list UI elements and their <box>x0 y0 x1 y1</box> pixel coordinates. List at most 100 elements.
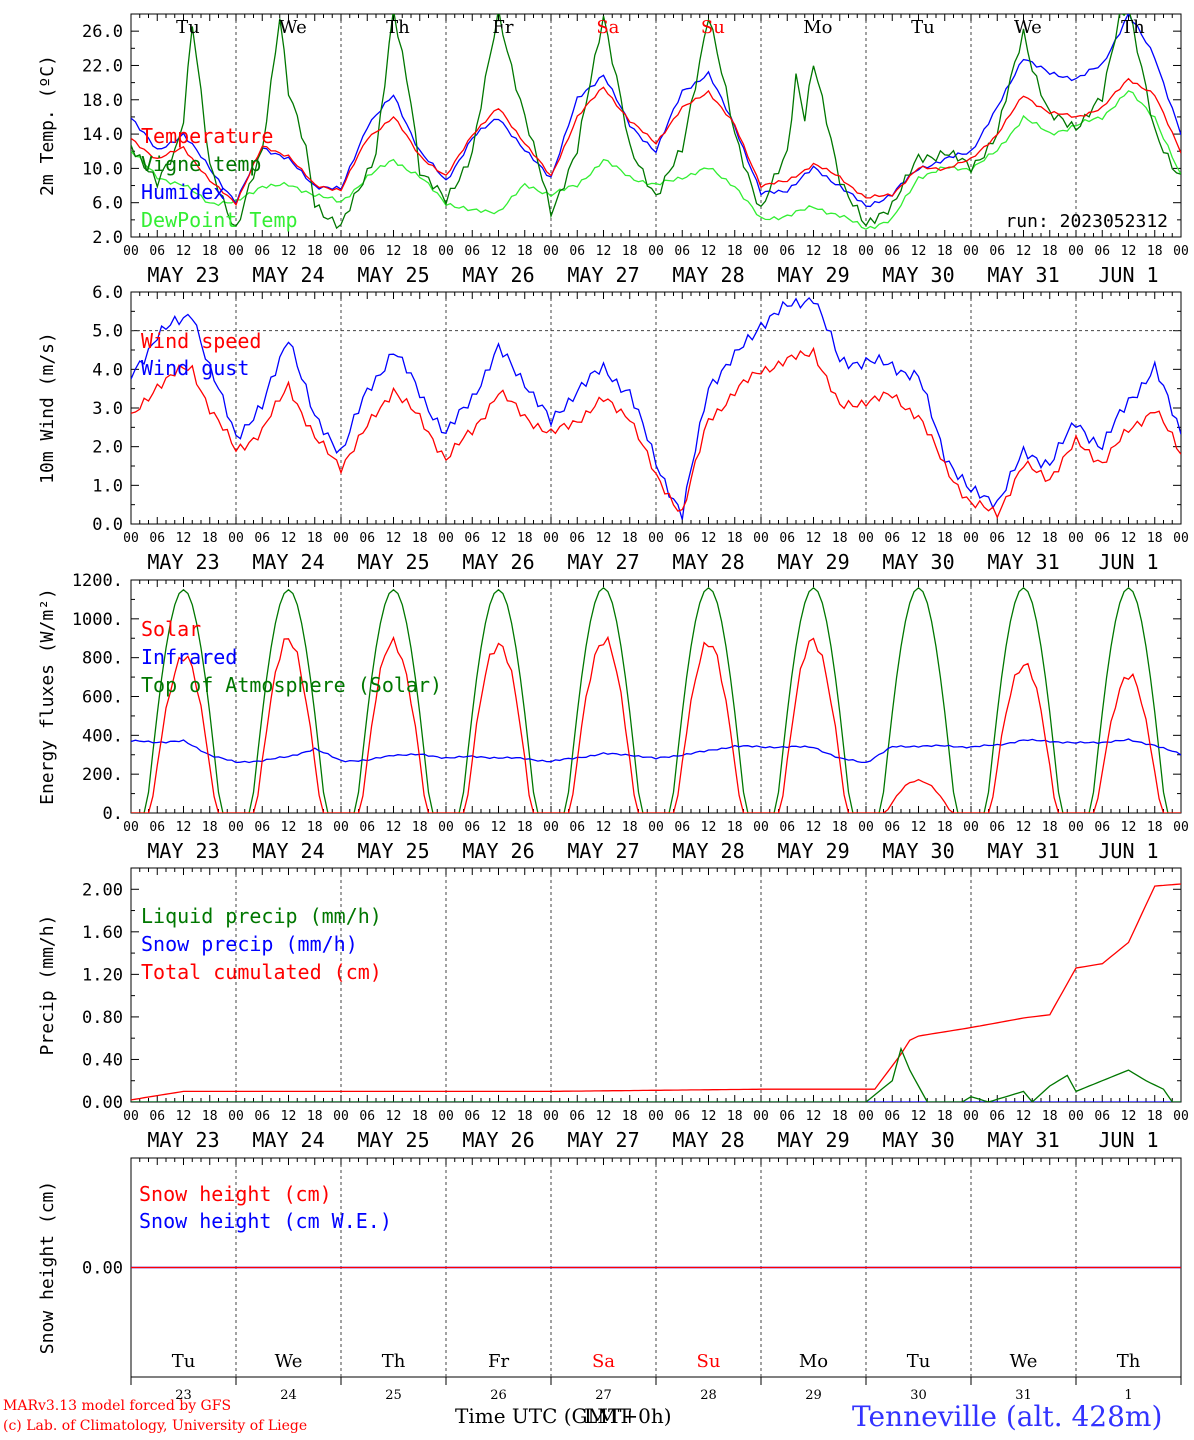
series-line-wind-speed <box>131 346 1181 519</box>
panel-precip: 0.00 0.40 0.80 1.20 1.60 2.00 Precip (mm/h) Liq… <box>37 867 1189 1152</box>
date-label: MAY 30 <box>882 1128 954 1152</box>
hour-tick-label: 12 <box>176 1109 192 1124</box>
legend-entry: Wind speed <box>141 329 261 353</box>
y-tick-label: 2.0 <box>92 438 123 458</box>
hour-tick-label: 00 <box>543 531 559 546</box>
hour-tick-label: 06 <box>254 820 270 835</box>
y-tick-label: 1.60 <box>82 923 123 943</box>
hour-tick-label: 00 <box>438 1109 454 1124</box>
hour-tick-label: 06 <box>779 244 795 259</box>
day-of-week-label: Su <box>701 17 725 38</box>
hour-tick-label: 00 <box>438 820 454 835</box>
hour-tick-label: 18 <box>937 820 953 835</box>
y-tick-label: 10.0 <box>82 159 123 179</box>
date-label: MAY 29 <box>777 1128 849 1152</box>
hour-tick-label: 12 <box>176 820 192 835</box>
hour-tick-label: 12 <box>1121 531 1137 546</box>
hour-tick-label: 00 <box>123 1109 139 1124</box>
series-line-vigne-temp <box>131 14 1181 230</box>
hour-tick-label: 06 <box>569 1109 585 1124</box>
hour-tick-label: 06 <box>464 1109 480 1124</box>
legend-entry: Snow precip (mm/h) <box>141 932 358 956</box>
hour-tick-label: 06 <box>884 531 900 546</box>
date-label: MAY 24 <box>252 550 324 574</box>
hour-tick-label: 18 <box>1147 531 1163 546</box>
day-of-week-label: Sa <box>596 17 619 38</box>
day-number-label: 26 <box>490 1388 507 1403</box>
date-label: MAY 25 <box>357 1128 429 1152</box>
series-line-solar <box>131 635 1181 813</box>
hour-tick-label: 12 <box>806 244 822 259</box>
date-label: MAY 31 <box>987 839 1059 863</box>
hour-tick-label: 18 <box>832 531 848 546</box>
day-of-week-label: Th <box>382 1351 406 1372</box>
y-axis-label: Energy fluxes (W/m²) <box>37 588 58 805</box>
date-label: MAY 23 <box>147 550 219 574</box>
hour-tick-label: 06 <box>464 244 480 259</box>
legend-entry: Temperature <box>141 124 273 148</box>
hour-tick-label: 06 <box>1094 244 1110 259</box>
hour-tick-label: 12 <box>701 244 717 259</box>
hour-tick-label: 12 <box>491 820 507 835</box>
hour-tick-label: 06 <box>569 244 585 259</box>
panel-wind: 0.0 1.0 2.0 3.0 4.0 5.0 6.0 10m Wind (m/s) Wind … <box>37 283 1189 574</box>
panel-snow: 0.00 Snow height (cm) Snow height (cm) Snow… <box>37 1157 1182 1403</box>
hour-tick-label: 18 <box>832 1109 848 1124</box>
legend-entry: Top of Atmosphere (Solar) <box>141 673 442 697</box>
hour-tick-label: 18 <box>307 244 323 259</box>
hour-tick-label: 12 <box>701 1109 717 1124</box>
hour-tick-label: 06 <box>1094 820 1110 835</box>
day-number-label: 28 <box>700 1388 717 1403</box>
date-label: JUN 1 <box>1098 1128 1158 1152</box>
y-tick-label: 18.0 <box>82 91 123 111</box>
hour-tick-label: 18 <box>832 244 848 259</box>
hour-tick-label: 00 <box>1173 244 1189 259</box>
hour-tick-label: 06 <box>989 1109 1005 1124</box>
hour-tick-label: 00 <box>648 820 664 835</box>
hour-tick-label: 18 <box>202 820 218 835</box>
y-axis-label: Snow height (cm) <box>37 1181 58 1354</box>
date-label: MAY 31 <box>987 1128 1059 1152</box>
hour-tick-label: 18 <box>412 1109 428 1124</box>
hour-tick-label: 00 <box>123 820 139 835</box>
hour-tick-label: 12 <box>806 1109 822 1124</box>
hour-tick-label: 00 <box>543 1109 559 1124</box>
hour-tick-label: 06 <box>884 820 900 835</box>
hour-tick-label: 12 <box>911 1109 927 1124</box>
hour-tick-label: 12 <box>281 1109 297 1124</box>
hour-tick-label: 06 <box>674 244 690 259</box>
hour-tick-label: 06 <box>674 531 690 546</box>
hour-tick-label: 12 <box>386 820 402 835</box>
hour-tick-label: 18 <box>517 531 533 546</box>
hour-tick-label: 12 <box>281 531 297 546</box>
date-label: MAY 24 <box>252 263 324 287</box>
time-axis-label-overlay: LMT <box>584 1404 632 1428</box>
hour-tick-label: 06 <box>674 1109 690 1124</box>
day-number-label: 29 <box>805 1388 822 1403</box>
hour-tick-label: 00 <box>228 1109 244 1124</box>
hour-tick-label: 06 <box>254 244 270 259</box>
day-of-week-label: We <box>1014 17 1042 38</box>
date-label: MAY 25 <box>357 550 429 574</box>
hour-tick-label: 00 <box>753 244 769 259</box>
legend-entry: Liquid precip (mm/h) <box>141 904 382 928</box>
hour-tick-label: 00 <box>228 244 244 259</box>
hour-tick-label: 18 <box>937 531 953 546</box>
hour-tick-label: 00 <box>1173 820 1189 835</box>
hour-tick-label: 00 <box>648 244 664 259</box>
legend-entry: Humidex <box>141 180 225 204</box>
station-name: Tenneville (alt. 428m) <box>852 1400 1163 1433</box>
day-of-week-label: Tu <box>172 1351 196 1372</box>
hour-tick-label: 18 <box>202 531 218 546</box>
legend-entry: DewPoint Temp <box>141 208 298 232</box>
hour-tick-label: 06 <box>779 531 795 546</box>
hour-tick-label: 12 <box>1121 1109 1137 1124</box>
date-label: MAY 23 <box>147 263 219 287</box>
series-line-total-cumulated-cm- <box>131 883 1181 1101</box>
hour-tick-label: 18 <box>202 1109 218 1124</box>
hour-tick-label: 00 <box>333 531 349 546</box>
date-label: MAY 27 <box>567 550 639 574</box>
hour-tick-label: 18 <box>412 244 428 259</box>
hour-tick-label: 18 <box>1147 820 1163 835</box>
date-label: MAY 27 <box>567 839 639 863</box>
